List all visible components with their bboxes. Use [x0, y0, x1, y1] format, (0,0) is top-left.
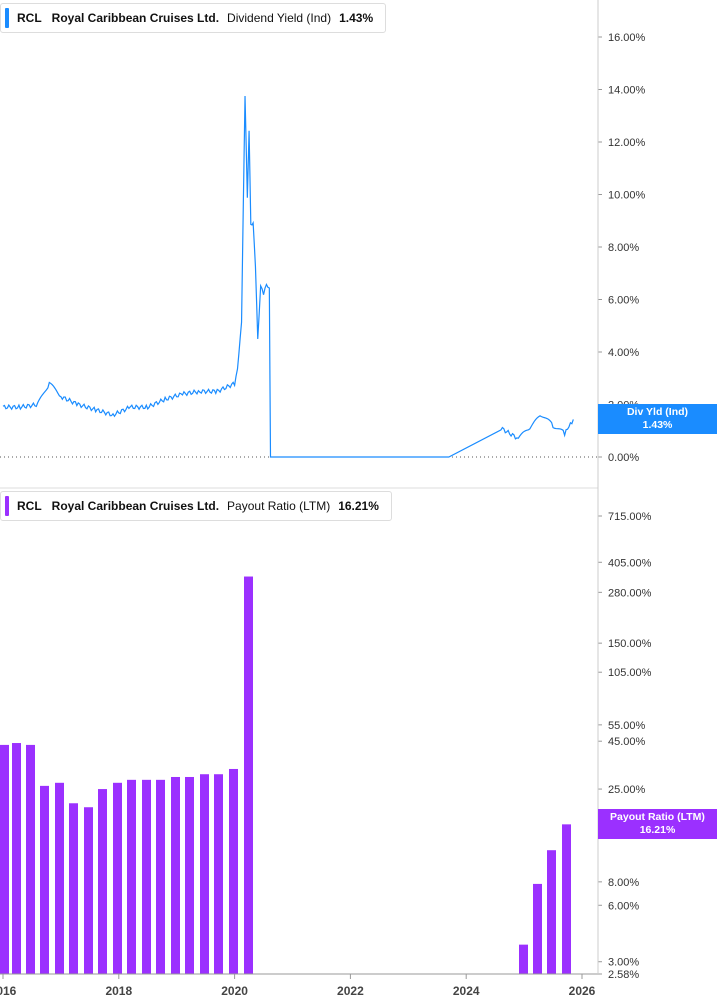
y-tick-label: 6.00% [608, 295, 639, 307]
dividend-yield-badge: Div Yld (Ind) 1.43% [598, 404, 717, 434]
legend-company: Royal Caribbean Cruises Ltd. [51, 11, 220, 25]
dividend-yield-swatch [5, 8, 9, 28]
payout-ratio-bar [0, 744, 9, 974]
legend-metric: Payout Ratio (LTM) [227, 499, 331, 513]
badge-label: Div Yld (Ind) [626, 406, 689, 418]
y-tick-label: 16.00% [608, 32, 646, 44]
payout-ratio-bar [562, 824, 571, 974]
y-tick-label: 8.00% [608, 242, 639, 254]
y-tick-label: 8.00% [608, 877, 639, 889]
legend-metric: Dividend Yield (Ind) [227, 11, 332, 25]
payout-ratio-bar [185, 776, 194, 974]
y-tick-label: 6.00% [608, 900, 639, 912]
y-tick-label: 405.00% [608, 557, 652, 569]
payout-ratio-bar [547, 850, 556, 974]
y-tick-label: 105.00% [608, 667, 652, 679]
payout-ratio-bar [200, 774, 209, 974]
legend-ticker: RCL [17, 499, 42, 513]
x-axis: 2016 2018 2020 2022 2024 2026 [0, 974, 596, 998]
x-tick-label: 2020 [221, 984, 248, 998]
payout-ratio-bar [127, 779, 136, 974]
payout-ratio-bar [69, 803, 78, 974]
x-tick-label: 2026 [569, 984, 596, 998]
payout-ratio-bar [84, 807, 93, 974]
payout-ratio-badge: Payout Ratio (LTM) 16.21% [598, 809, 717, 839]
y-tick-label: 55.00% [608, 720, 646, 732]
payout-ratio-bar [156, 779, 165, 974]
payout-ratio-bar [40, 785, 49, 974]
legend-value: 1.43% [339, 11, 374, 25]
y-tick-label: 14.00% [608, 85, 646, 97]
payout-ratio-bar [113, 782, 122, 974]
payout-ratio-bar [533, 883, 542, 974]
y-tick-label: 4.00% [608, 347, 639, 359]
x-tick-label: 2018 [105, 984, 132, 998]
legend-value: 16.21% [338, 499, 379, 513]
payout-ratio-panel: 715.00% 405.00% 280.00% 150.00% 105.00% 55.00… [0, 511, 652, 981]
payout-ratio-bar [12, 743, 21, 974]
dividend-yield-series-line [2, 95, 574, 458]
y-tick-label: 25.00% [608, 784, 646, 796]
y-tick-label: 715.00% [608, 511, 652, 523]
legend-company: Royal Caribbean Cruises Ltd. [51, 499, 220, 513]
x-tick-label: 2022 [337, 984, 364, 998]
y-tick-label: 45.00% [608, 736, 646, 748]
payout-ratio-swatch [5, 496, 9, 516]
y-tick-label: 3.00% [608, 957, 639, 969]
payout-ratio-bar [171, 776, 180, 974]
dividend-yield-legend: RCL Royal Caribbean Cruises Ltd. Dividen… [0, 3, 387, 33]
payout-ratio-bar [55, 782, 64, 974]
badge-label: Payout Ratio (LTM) [610, 811, 705, 823]
payout-ratio-bar [214, 774, 223, 974]
legend-ticker: RCL [17, 11, 42, 25]
payout-ratio-bar [142, 779, 151, 974]
payout-ratio-bar [98, 789, 107, 974]
payout-ratio-legend: RCL Royal Caribbean Cruises Ltd. Payout … [0, 491, 392, 521]
y-tick-label: 0.00% [608, 452, 639, 464]
y-tick-label: 12.00% [608, 137, 646, 149]
y-tick-label: 2.58% [608, 969, 639, 981]
payout-ratio-bar [244, 576, 253, 974]
y-tick-label: 280.00% [608, 587, 652, 599]
payout-ratio-bar [26, 744, 35, 974]
dividend-yield-panel: 16.00%14.00%12.00%10.00%8.00%6.00%4.00%2… [0, 32, 646, 464]
payout-ratio-bar [519, 944, 528, 974]
x-tick-label: 2016 [0, 984, 17, 998]
x-tick-label: 2024 [453, 984, 480, 998]
badge-value: 1.43% [642, 419, 673, 431]
y-tick-label: 150.00% [608, 638, 652, 650]
badge-value: 16.21% [639, 824, 676, 836]
y-tick-label: 10.00% [608, 190, 646, 202]
payout-ratio-bar [229, 768, 238, 974]
